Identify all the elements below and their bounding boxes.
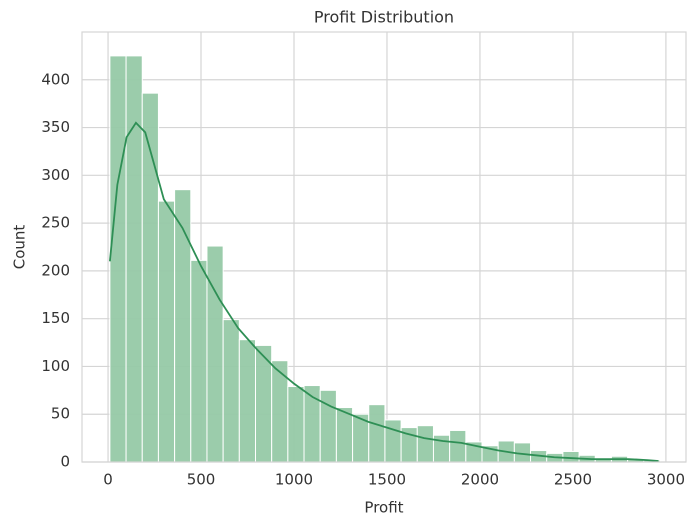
bar xyxy=(319,389,337,463)
bar xyxy=(190,259,208,463)
y-tick-label: 350 xyxy=(41,118,70,136)
x-tick-label: 2000 xyxy=(461,471,499,489)
bar xyxy=(384,419,402,463)
bar xyxy=(222,319,240,463)
y-tick-label: 50 xyxy=(51,405,70,423)
y-tick-label: 0 xyxy=(60,453,70,471)
x-tick-label: 3000 xyxy=(647,471,685,489)
y-tick-label: 100 xyxy=(41,357,70,375)
x-tick-label: 1000 xyxy=(275,471,313,489)
bar xyxy=(416,425,434,463)
plot-frame xyxy=(81,31,687,463)
x-tick-label: 1500 xyxy=(368,471,406,489)
y-tick-label: 400 xyxy=(41,70,70,88)
y-tick-label: 300 xyxy=(41,166,70,184)
bar xyxy=(157,200,176,463)
bar xyxy=(449,429,467,463)
y-axis-label: Count xyxy=(11,225,29,270)
y-tick-label: 150 xyxy=(41,309,70,327)
x-tick-label: 0 xyxy=(103,471,113,489)
x-tick-label: 2500 xyxy=(554,471,592,489)
bar xyxy=(368,404,386,463)
kde-line xyxy=(108,121,659,462)
y-tick-label: 200 xyxy=(41,261,70,279)
x-tick-label: 500 xyxy=(187,471,216,489)
bar xyxy=(125,55,143,463)
bar xyxy=(287,386,305,463)
bar xyxy=(335,407,354,463)
bar xyxy=(562,450,580,463)
x-axis-label: Profit xyxy=(364,499,403,517)
bar xyxy=(109,55,127,463)
bar xyxy=(206,245,224,463)
chart-title: Profit Distribution xyxy=(314,8,454,27)
bar xyxy=(238,339,257,463)
y-tick-label: 250 xyxy=(41,214,70,232)
